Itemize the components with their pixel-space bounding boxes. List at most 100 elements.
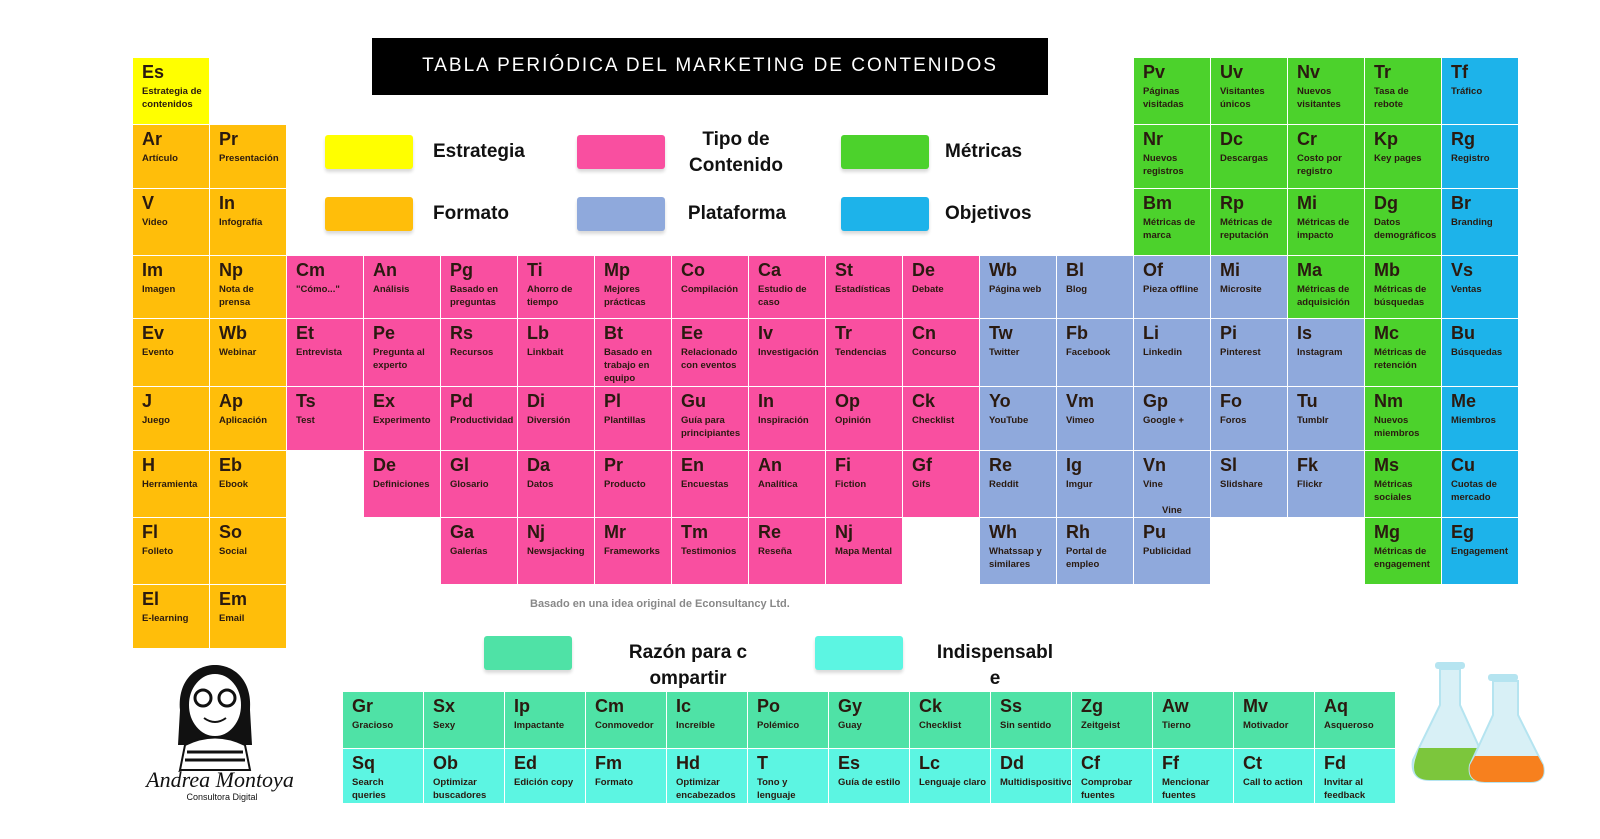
element-name: Social	[219, 546, 247, 557]
legend-label: Indispensable	[936, 642, 1054, 689]
element-symbol: Eb	[219, 455, 243, 475]
element-name: Producto	[604, 479, 646, 490]
legend-label: Métricas	[945, 141, 1023, 162]
element-symbol: An	[373, 260, 397, 280]
element-symbol: Ig	[1066, 455, 1082, 475]
element-cell: Mv Motivador	[1233, 691, 1315, 749]
element-symbol: Gp	[1143, 391, 1168, 411]
element-symbol: Gl	[450, 455, 470, 475]
element-cell: Aq Asqueroso	[1314, 691, 1396, 749]
element-name: Zeitgeist	[1081, 720, 1121, 731]
element-cell: Uv Visitantes únicos	[1210, 57, 1288, 125]
element-cell: El E-learning	[132, 584, 210, 649]
element-cell: Pi Pinterest	[1210, 318, 1288, 387]
element-symbol: Br	[1451, 193, 1472, 213]
element-symbol: Dd	[1000, 753, 1024, 773]
element-name: Concurso	[912, 347, 957, 358]
element-name: Galerías	[450, 546, 488, 557]
element-symbol: Is	[1297, 323, 1313, 343]
credit: Basado en una idea original de Econsulta…	[530, 598, 790, 610]
legend-swatch	[577, 135, 665, 169]
element-symbol: Ar	[142, 129, 163, 149]
element-cell: Vm Vimeo	[1056, 386, 1134, 451]
element-name: Compilación	[681, 284, 739, 295]
element-symbol: Cn	[912, 323, 936, 343]
element-cell: Nr Nuevos registros	[1133, 124, 1211, 189]
element-cell: Fd Invitar al feedback	[1314, 748, 1396, 804]
element-cell: Ct Call to action	[1233, 748, 1315, 804]
element-symbol: So	[219, 522, 243, 542]
element-symbol: Pr	[219, 129, 239, 149]
element-symbol: Sl	[1220, 455, 1238, 475]
element-name: Aplicación	[219, 415, 268, 426]
element-name: Productividad	[450, 415, 514, 426]
element-cell: Lb Linkbait	[517, 318, 595, 387]
element-symbol: Ms	[1374, 455, 1400, 475]
element-symbol: Nj	[835, 522, 853, 542]
element-symbol: Zg	[1081, 696, 1103, 716]
element-cell: T Tono y lenguaje	[747, 748, 829, 804]
element-symbol: Bt	[604, 323, 623, 343]
element-name: Pieza offline	[1143, 284, 1199, 295]
legend-swatch	[815, 636, 903, 670]
element-symbol: Fi	[835, 455, 851, 475]
element-name: Experimento	[373, 415, 431, 426]
element-cell: Ar Artículo	[132, 124, 210, 189]
element-cell: Ob Optimizar buscadores	[423, 748, 505, 804]
element-symbol: Fd	[1324, 753, 1346, 773]
element-cell: St Estadísticas	[825, 255, 903, 319]
element-cell: Ap Aplicación	[209, 386, 287, 451]
element-name: Test	[296, 415, 315, 426]
element-cell: Im Imagen	[132, 255, 210, 319]
element-name: Guay	[838, 720, 862, 731]
element-cell: Tw Twitter	[979, 318, 1057, 387]
element-symbol: De	[912, 260, 936, 280]
element-symbol: Pi	[1220, 323, 1238, 343]
element-symbol: Pg	[450, 260, 474, 280]
element-name: Invitar al feedback	[1324, 777, 1366, 801]
element-cell: Mi Microsite	[1210, 255, 1288, 319]
element-symbol: Uv	[1220, 62, 1244, 82]
element-name: Entrevista	[296, 347, 342, 358]
element-cell: Mp Mejores prácticas	[594, 255, 672, 319]
element-name: Métricas de marca	[1143, 217, 1196, 241]
element-cell: Wb Webinar	[209, 318, 287, 387]
element-symbol: Ic	[676, 696, 692, 716]
element-cell: Sq Search queries	[342, 748, 424, 804]
element-symbol: Cm	[595, 696, 625, 716]
element-cell: Aw Tierno	[1152, 691, 1234, 749]
element-symbol: Cf	[1081, 753, 1100, 773]
element-symbol: Es	[142, 62, 165, 82]
element-cell: Pr Presentación	[209, 124, 287, 189]
element-name: Reddit	[989, 479, 1019, 490]
element-name: Debate	[912, 284, 944, 295]
element-name: Estadísticas	[835, 284, 891, 295]
element-name: Imgur	[1066, 479, 1093, 490]
element-name: Definiciones	[373, 479, 430, 490]
element-symbol: J	[142, 391, 153, 411]
element-cell: Br Branding	[1441, 188, 1519, 256]
element-symbol: Ti	[527, 260, 543, 280]
legend-label: Razón para compartir	[628, 642, 748, 689]
element-name: Key pages	[1374, 153, 1422, 164]
element-symbol: Fb	[1066, 323, 1088, 343]
element-symbol: Ex	[373, 391, 396, 411]
element-symbol: Mi	[1220, 260, 1240, 280]
legend-swatch	[841, 197, 929, 231]
element-name: Optimizar encabezados	[676, 777, 736, 801]
element-cell: Np Nota de prensa	[209, 255, 287, 319]
legend-swatch	[325, 135, 413, 169]
element-name: Tráfico	[1451, 86, 1483, 97]
element-symbol: Eg	[1451, 522, 1475, 542]
element-symbol: Wb	[989, 260, 1017, 280]
element-symbol: An	[758, 455, 782, 475]
element-cell: Mc Métricas de retención	[1364, 318, 1442, 387]
element-cell: Fl Folleto	[132, 517, 210, 585]
element-name: Nuevos miembros	[1374, 415, 1420, 439]
element-symbol: Ev	[142, 323, 165, 343]
element-name: Inspiración	[758, 415, 809, 426]
element-name: Análisis	[373, 284, 410, 295]
element-name: Tono y lenguaje	[757, 777, 796, 801]
element-cell: Rp Métricas de reputación	[1210, 188, 1288, 256]
element-name: Instagram	[1297, 347, 1343, 358]
